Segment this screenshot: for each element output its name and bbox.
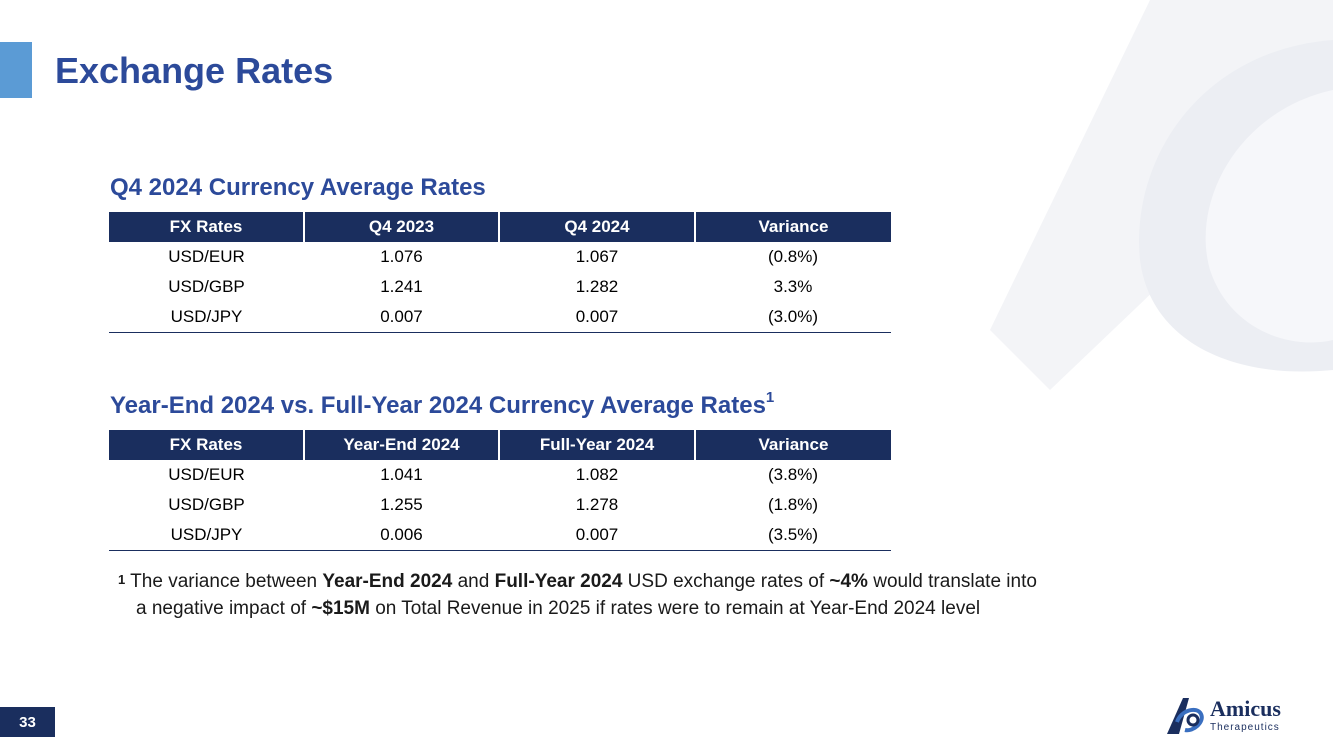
- table-cell: USD/EUR: [168, 465, 245, 484]
- footnote-text: USD exchange rates of: [622, 571, 830, 592]
- table-cell: 3.3%: [773, 277, 813, 296]
- column-header: Q4 2023: [303, 212, 499, 242]
- column-header: Q4 2024: [498, 212, 695, 242]
- table-cell: USD/JPY: [109, 302, 304, 333]
- table-cell: 0.007: [499, 520, 695, 551]
- table-cell: (3.0%): [695, 302, 891, 333]
- table-cell: USD/GBP: [168, 495, 245, 514]
- logo-subtitle: Therapeutics: [1210, 722, 1280, 733]
- table-cell: 0.007: [304, 302, 499, 333]
- footnote-bold: Full-Year 2024: [494, 571, 623, 592]
- table-row: USD/EUR 1.076 1.067 (0.8%): [109, 242, 891, 272]
- amicus-logo-icon: [1167, 698, 1204, 734]
- logo-name: Amicus: [1210, 696, 1281, 721]
- table-row: USD/JPY 0.006 0.007 (3.5%): [109, 520, 891, 551]
- footnote-bold: Year-End 2024: [322, 571, 453, 592]
- table-cell: 1.076: [380, 247, 423, 266]
- footnote-text: would translate into: [867, 571, 1037, 592]
- column-header: Variance: [694, 212, 891, 242]
- table-cell: (3.8%): [767, 465, 819, 484]
- column-header: Full-Year 2024: [498, 430, 695, 460]
- table-cell: 0.006: [304, 520, 499, 551]
- footnote-bold: ~4%: [829, 571, 868, 592]
- table-cell: 0.007: [499, 302, 695, 333]
- footnote-text: and: [452, 571, 495, 592]
- section2-heading-text: Year-End 2024 vs. Full-Year 2024 Currenc…: [110, 392, 766, 419]
- table-cell: 1.282: [575, 277, 619, 296]
- column-header: Year-End 2024: [303, 430, 499, 460]
- table-header-row: FX Rates Q4 2023 Q4 2024 Variance: [109, 212, 891, 242]
- company-logo: Amicus Therapeutics: [1163, 692, 1293, 738]
- column-header: FX Rates: [109, 430, 304, 460]
- footnote-text: on Total Revenue in 2025 if rates were t…: [369, 598, 981, 619]
- footnote: 1 The variance between Year-End 2024 and…: [118, 568, 1218, 622]
- table-row: USD/EUR 1.041 1.082 (3.8%): [109, 460, 891, 490]
- title-accent-bar: [0, 42, 32, 98]
- table-cell: 1.255: [380, 495, 423, 514]
- table-row: USD/GBP 1.255 1.278 (1.8%): [109, 490, 891, 520]
- footnote-reference: 1: [765, 389, 775, 406]
- table-cell: 1.041: [380, 465, 423, 484]
- column-header: Variance: [694, 430, 891, 460]
- page-title: Exchange Rates: [55, 50, 334, 91]
- table-row: USD/JPY 0.007 0.007 (3.0%): [109, 302, 891, 333]
- footnote-text: a negative impact of: [136, 598, 312, 619]
- column-header: FX Rates: [109, 212, 304, 242]
- section1-heading: Q4 2024 Currency Average Rates: [110, 174, 486, 201]
- year-end-rates-table: FX Rates Year-End 2024 Full-Year 2024 Va…: [109, 430, 891, 551]
- page-number: 33: [0, 707, 55, 737]
- section2-heading: Year-End 2024 vs. Full-Year 2024 Currenc…: [110, 389, 775, 420]
- table-cell: 1.278: [575, 495, 619, 514]
- footnote-text: The variance between: [125, 571, 323, 592]
- footnote-line2: a negative impact of ~$15M on Total Reve…: [118, 595, 1218, 622]
- table-cell: 1.082: [575, 465, 619, 484]
- table-cell: (0.8%): [767, 247, 819, 266]
- table-header-row: FX Rates Year-End 2024 Full-Year 2024 Va…: [109, 430, 891, 460]
- table-cell: 1.067: [575, 247, 619, 266]
- q4-rates-table: FX Rates Q4 2023 Q4 2024 Variance USD/EU…: [109, 212, 891, 333]
- footnote-marker: 1: [118, 572, 126, 587]
- table-cell: (3.5%): [695, 520, 891, 551]
- table-cell: USD/GBP: [168, 277, 245, 296]
- table-cell: 1.241: [380, 277, 423, 296]
- footnote-bold: ~$15M: [311, 598, 370, 619]
- table-cell: USD/EUR: [168, 247, 245, 266]
- table-cell: USD/JPY: [109, 520, 304, 551]
- table-cell: (1.8%): [767, 495, 819, 514]
- table-row: USD/GBP 1.241 1.282 3.3%: [109, 272, 891, 302]
